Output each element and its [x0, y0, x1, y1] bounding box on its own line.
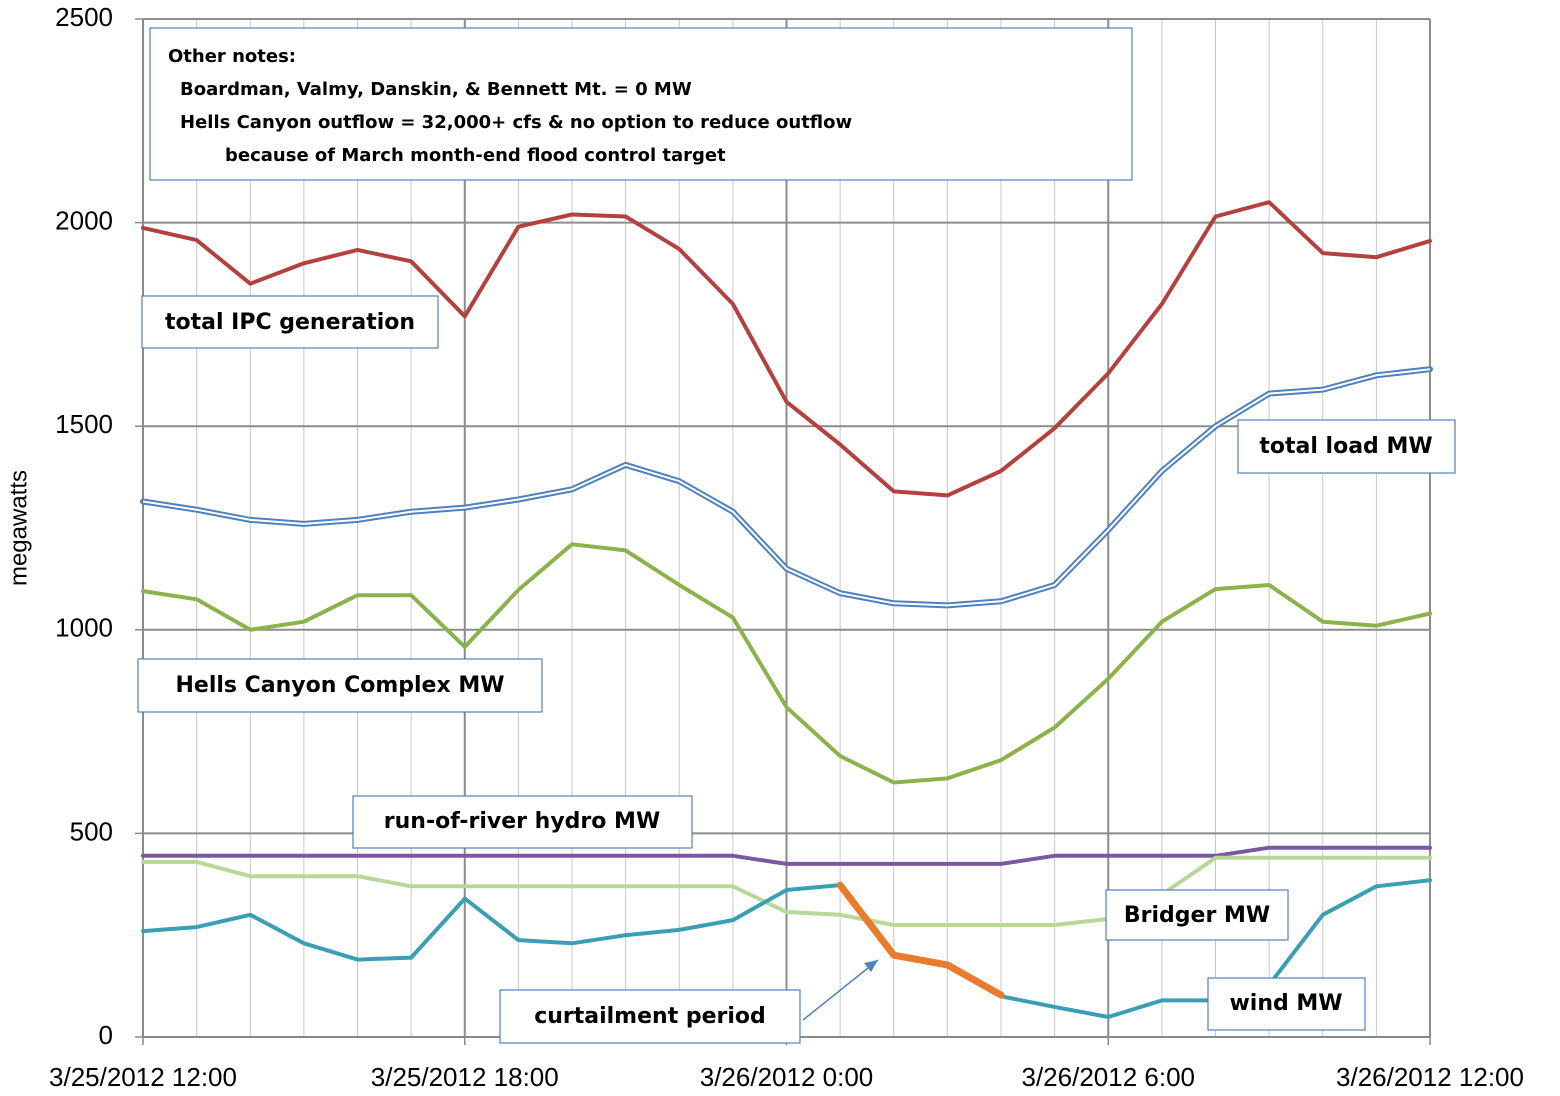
note: Other notes: — [168, 46, 296, 67]
grid — [135, 18, 1431, 1045]
labels: Other notes: Boardman, Valmy, Danskin, &… — [137, 27, 1456, 1044]
label-box — [137, 658, 543, 713]
series-label: total IPC generation — [165, 310, 415, 335]
label-box — [1105, 889, 1289, 941]
y-tick-label: 1000 — [55, 613, 113, 643]
note: because of March month-end flood control… — [225, 145, 726, 166]
label-box — [1237, 419, 1456, 474]
y-axis-label: megawatts — [5, 470, 32, 586]
notes-box — [149, 27, 1133, 181]
arrow-head — [864, 960, 878, 972]
x-tick-label: 3/26/2012 6:00 — [1022, 1062, 1196, 1092]
series-label: Hells Canyon Complex MW — [175, 673, 504, 698]
note: Boardman, Valmy, Danskin, & Bennett Mt. … — [180, 79, 692, 100]
label-box — [141, 295, 439, 349]
series-label: total load MW — [1259, 434, 1432, 459]
label-box — [352, 795, 693, 849]
y-tick-label: 2500 — [55, 2, 113, 32]
series-line — [141, 200, 1432, 498]
y-tick-label: 2000 — [55, 205, 113, 235]
series-label: run-of-river hydro MW — [384, 809, 660, 834]
lines — [140, 200, 1433, 1019]
label-box — [499, 989, 801, 1044]
y-tick-label: 1500 — [55, 409, 113, 439]
series-label: curtailment period — [534, 1004, 766, 1029]
y-tick-label: 500 — [70, 816, 113, 846]
y-tick-label: 0 — [99, 1020, 113, 1050]
label-box — [1207, 977, 1366, 1031]
series-line-inner — [142, 368, 1431, 607]
series-line — [836, 881, 1005, 999]
series-label: wind MW — [1229, 991, 1342, 1016]
x-tick-label: 3/25/2012 18:00 — [371, 1062, 559, 1092]
series-line — [141, 542, 1432, 785]
arrow — [802, 959, 879, 1021]
note: Hells Canyon outflow = 32,000+ cfs & no … — [180, 112, 852, 133]
series-line — [141, 855, 1432, 927]
series-label: Bridger MW — [1124, 903, 1270, 928]
x-tick-label: 3/25/2012 12:00 — [49, 1062, 237, 1092]
x-tick-label: 3/26/2012 12:00 — [1336, 1062, 1524, 1092]
x-tick-label: 3/26/2012 0:00 — [700, 1062, 874, 1092]
